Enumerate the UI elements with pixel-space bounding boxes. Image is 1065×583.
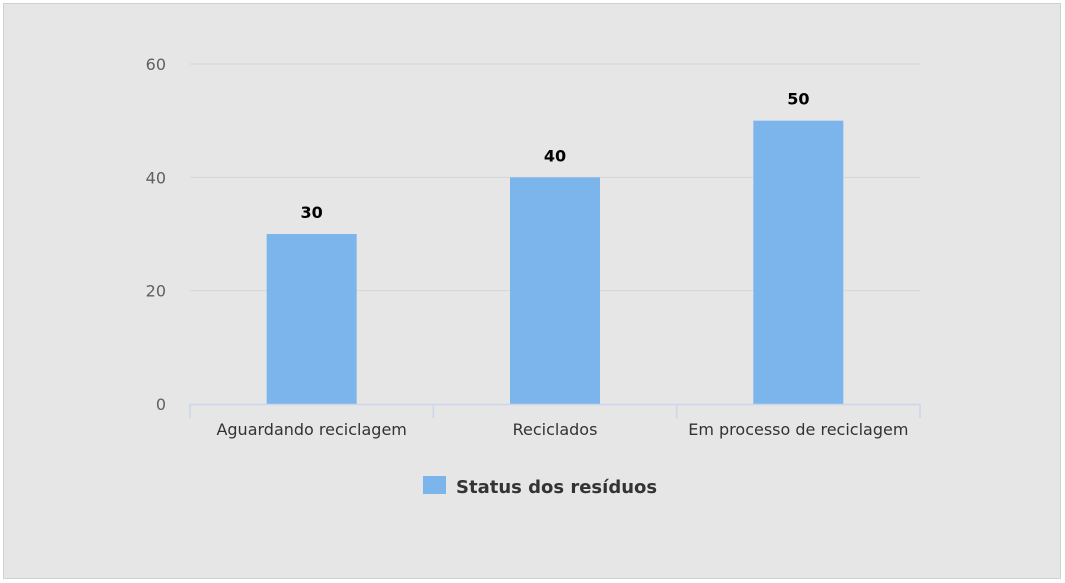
y-tick-label: 0 [156, 395, 166, 414]
bar[interactable] [753, 120, 844, 405]
bar[interactable] [266, 234, 357, 404]
x-tick-label: Em processo de reciclagem [688, 420, 908, 439]
x-tick-label: Reciclados [513, 420, 598, 439]
y-tick-label: 20 [146, 282, 166, 301]
legend-item[interactable]: Status dos resíduos [423, 476, 657, 498]
data-label: 40 [544, 146, 566, 165]
x-axis: Aguardando reciclagem Reciclados Em proces… [189, 403, 921, 439]
bars: 30 40 50 [266, 90, 844, 405]
data-label: 50 [787, 90, 809, 109]
x-tick-label: Aguardando reciclagem [216, 420, 406, 439]
bar[interactable] [510, 177, 600, 404]
legend-swatch [423, 476, 446, 494]
y-tick-label: 40 [146, 168, 166, 187]
y-tick-label: 60 [146, 55, 166, 74]
y-axis: 0 20 40 60 [146, 55, 166, 414]
data-label: 30 [301, 203, 323, 222]
legend-label: Status dos resíduos [456, 477, 657, 498]
legend[interactable]: Status dos resíduos [423, 476, 657, 498]
